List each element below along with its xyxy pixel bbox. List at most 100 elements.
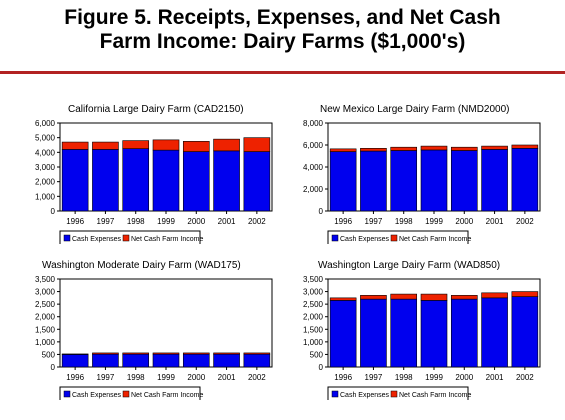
- legend-label-net-cash-farm-income: Net Cash Farm Income: [131, 392, 203, 399]
- bar-net-cash-farm-income: [329, 297, 357, 301]
- bar-cash-expenses: [390, 150, 418, 212]
- x-tick-label: 2001: [486, 373, 504, 382]
- chart-title: New Mexico Large Dairy Farm (NMD2000): [320, 104, 510, 115]
- legend-label-cash-expenses: Cash Expenses: [72, 236, 122, 243]
- x-tick-label: 1997: [365, 217, 383, 226]
- legend-label-cash-expenses: Cash Expenses: [340, 392, 390, 399]
- bar-net-cash-farm-income: [360, 295, 387, 300]
- bar-net-cash-farm-income: [61, 353, 89, 355]
- bar-cash-expenses: [122, 148, 150, 212]
- bar-cash-expenses: [420, 149, 448, 212]
- y-tick-label: 5,000: [35, 134, 56, 143]
- legend-label-net-cash-farm-income: Net Cash Farm Income: [131, 236, 203, 243]
- legend-box: [327, 386, 469, 400]
- bar-cash-expenses: [92, 353, 119, 368]
- bar-net-cash-farm-income: [511, 291, 539, 297]
- y-tick-label: 2,000: [303, 313, 324, 322]
- legend-box: [327, 230, 469, 244]
- figure-title: Figure 5. Receipts, Expenses, and Net Ca…: [0, 6, 565, 54]
- bar-cash-expenses: [122, 353, 150, 368]
- legend-swatch-net-cash-farm-income: [390, 390, 398, 398]
- bar-net-cash-farm-income: [360, 147, 387, 152]
- bar-net-cash-farm-income: [390, 146, 418, 151]
- figure-title-line-2: Farm Income: Dairy Farms ($1,000's): [99, 30, 466, 53]
- x-tick-label: 1996: [66, 217, 84, 226]
- bar-cash-expenses: [481, 149, 508, 212]
- y-tick-label: 6,000: [303, 141, 324, 150]
- bar-cash-expenses: [243, 353, 271, 368]
- bar-cash-expenses: [420, 300, 448, 368]
- y-tick-label: 6,000: [35, 119, 56, 128]
- bar-net-cash-farm-income: [122, 140, 150, 149]
- x-tick-label: 1996: [334, 373, 352, 382]
- x-tick-label: 1998: [127, 217, 145, 226]
- x-tick-label: 2002: [516, 217, 534, 226]
- chart-title: California Large Dairy Farm (CAD2150): [68, 104, 244, 115]
- bar-net-cash-farm-income: [152, 352, 180, 355]
- bar-net-cash-farm-income: [329, 148, 357, 152]
- y-tick-label: 2,000: [35, 178, 56, 187]
- legend-box: [59, 230, 201, 244]
- x-tick-label: 1999: [157, 373, 175, 382]
- y-tick-label: 0: [319, 207, 324, 216]
- y-tick-label: 500: [310, 350, 324, 359]
- bar-cash-expenses: [213, 353, 240, 368]
- chart-panel-california: California Large Dairy Farm (CAD2150) 0 1…: [18, 103, 280, 248]
- y-tick-label: 4,000: [35, 148, 56, 157]
- bar-net-cash-farm-income: [182, 352, 210, 355]
- bar-cash-expenses: [450, 150, 478, 212]
- y-tick-label: 2,500: [35, 300, 56, 309]
- bar-net-cash-farm-income: [481, 292, 508, 299]
- bar-cash-expenses: [360, 298, 387, 368]
- y-tick-label: 1,500: [35, 325, 56, 334]
- bar-cash-expenses: [182, 151, 210, 212]
- legend-swatch-net-cash-farm-income: [390, 234, 398, 242]
- y-tick-label: 3,000: [35, 163, 56, 172]
- legend-swatch-cash-expenses: [331, 234, 339, 242]
- legend-box: [59, 386, 201, 400]
- legend-label-cash-expenses: Cash Expenses: [72, 392, 122, 399]
- y-tick-label: 0: [51, 207, 56, 216]
- x-tick-label: 2002: [516, 373, 534, 382]
- plot-area: [59, 278, 273, 368]
- x-tick-label: 1996: [66, 373, 84, 382]
- x-tick-label: 1998: [127, 373, 145, 382]
- bar-net-cash-farm-income: [243, 352, 271, 355]
- bar-net-cash-farm-income: [450, 295, 478, 300]
- y-tick-label: 3,500: [35, 275, 56, 284]
- y-tick-label: 500: [42, 350, 56, 359]
- legend-label-net-cash-farm-income: Net Cash Farm Income: [399, 236, 471, 243]
- x-tick-label: 1997: [365, 373, 383, 382]
- bar-net-cash-farm-income: [243, 137, 271, 152]
- bar-cash-expenses: [152, 353, 180, 368]
- x-tick-label: 2000: [187, 373, 205, 382]
- bar-cash-expenses: [152, 149, 180, 212]
- legend-label-net-cash-farm-income: Net Cash Farm Income: [399, 392, 471, 399]
- legend-swatch-cash-expenses: [63, 234, 71, 242]
- x-tick-label: 1997: [97, 217, 115, 226]
- y-tick-label: 3,000: [303, 288, 324, 297]
- chart-panel-washington-moderate: Washington Moderate Dairy Farm (WAD175) …: [18, 258, 280, 403]
- bar-cash-expenses: [92, 149, 119, 212]
- x-tick-label: 2001: [218, 373, 236, 382]
- bar-cash-expenses: [61, 149, 89, 212]
- x-tick-label: 1998: [395, 373, 413, 382]
- bar-net-cash-farm-income: [213, 138, 240, 152]
- x-tick-label: 2000: [455, 373, 473, 382]
- legend-swatch-net-cash-farm-income: [122, 390, 130, 398]
- y-tick-label: 3,500: [303, 275, 324, 284]
- bar-net-cash-farm-income: [420, 145, 448, 151]
- legend-label-cash-expenses: Cash Expenses: [340, 236, 390, 243]
- y-tick-label: 0: [51, 363, 56, 372]
- x-tick-label: 2002: [248, 373, 266, 382]
- bar-cash-expenses: [390, 298, 418, 368]
- bar-net-cash-farm-income: [481, 145, 508, 150]
- x-tick-label: 2001: [486, 217, 504, 226]
- bar-net-cash-farm-income: [122, 352, 150, 355]
- chart-panel-new-mexico: New Mexico Large Dairy Farm (NMD2000) 0 2…: [286, 103, 548, 248]
- x-tick-label: 2001: [218, 217, 236, 226]
- bar-net-cash-farm-income: [213, 352, 240, 355]
- x-tick-label: 1997: [97, 373, 115, 382]
- bar-net-cash-farm-income: [450, 146, 478, 151]
- bar-net-cash-farm-income: [511, 144, 539, 149]
